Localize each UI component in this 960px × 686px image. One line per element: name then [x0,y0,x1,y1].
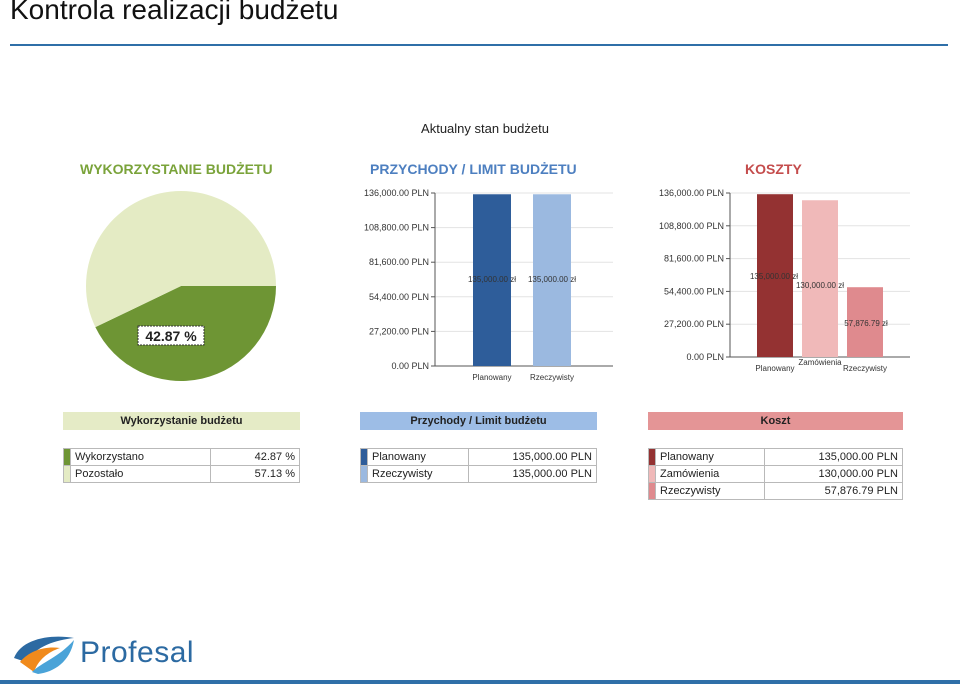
y-tick-label: 27,200.00 PLN [369,326,429,336]
legend-swatch [63,448,71,466]
revenue-chart-title: PRZYCHODY / LIMIT BUDŻETU [370,161,577,177]
pie-label-box [137,325,205,346]
legend-value: 57,876.79 PLN [763,482,904,500]
y-tick-label: 0.00 PLN [391,361,429,371]
y-tick-label: 54,400.00 PLN [664,286,724,296]
y-tick-label: 81,600.00 PLN [664,254,724,264]
revenue-legend-table: Planowany 135,000.00 PLN Rzeczywisty 135… [360,448,598,483]
legend-value: 57.13 % [210,465,300,483]
legend-label: Pozostało [69,465,212,483]
x-category-label: Zamówienia [798,358,842,367]
legend-label: Wykorzystano [69,448,212,466]
legend-row: Planowany 135,000.00 PLN [648,448,904,466]
revenue-bar-chart: 0.00 PLN 27,200.00 PLN 54,400.00 PLN 81,600… [364,188,613,382]
legend-value: 135,000.00 PLN [763,448,904,466]
x-category-label: Rzeczywisty [843,364,887,373]
y-tick-label: 81,600.00 PLN [369,257,429,267]
legend-swatch [360,465,368,483]
bar-planowany [473,194,511,366]
legend-label: Zamówienia [655,465,765,483]
legend-swatch [648,482,656,500]
legend-value: 135,000.00 PLN [467,465,598,483]
legend-value: 135,000.00 PLN [467,448,598,466]
legend-row: Wykorzystano 42.87 % [63,448,300,466]
bar-rzeczywisty [847,287,883,357]
dashboard-title: Aktualny stan budżetu [421,121,549,136]
y-tick-label: 0.00 PLN [686,352,724,362]
y-tick-label: 136,000.00 PLN [659,188,724,198]
profesal-logo-icon [14,636,74,674]
bar-value-label: 57,876.79 zł [844,319,888,328]
legend-label: Rzeczywisty [655,482,765,500]
y-tick-label: 27,200.00 PLN [664,319,724,329]
x-category-label: Planowany [472,373,511,382]
costs-chart-title: KOSZTY [745,161,802,177]
footer-divider [0,680,960,684]
usage-pie-chart: 42.87 % [86,191,276,381]
legend-label: Rzeczywisty [367,465,469,483]
usage-legend-header: Wykorzystanie budżetu [63,412,300,430]
legend-swatch [648,465,656,483]
y-tick-label: 54,400.00 PLN [369,292,429,302]
bar-value-label: 135,000.00 zł [528,275,576,284]
legend-value: 42.87 % [210,448,300,466]
legend-row: Planowany 135,000.00 PLN [360,448,598,466]
bar-value-label: 130,000.00 zł [796,281,844,290]
legend-row: Pozostało 57.13 % [63,465,300,483]
revenue-legend-header: Przychody / Limit budżetu [360,412,597,430]
legend-row: Rzeczywisty 135,000.00 PLN [360,465,598,483]
bar-value-label: 135,000.00 zł [468,275,516,284]
x-category-label: Planowany [755,364,794,373]
bar-value-label: 135,000.00 zł [750,272,798,281]
usage-legend-table: Wykorzystano 42.87 % Pozostało 57.13 % [63,448,300,483]
legend-value: 130,000.00 PLN [763,465,904,483]
costs-legend-table: Planowany 135,000.00 PLN Zamówienia 130,… [648,448,904,500]
slide-title: Kontrola realizacji budżetu [10,0,339,25]
bar-rzeczywisty [533,194,571,366]
pie-slice-remaining [86,191,276,328]
legend-swatch [360,448,368,466]
y-tick-label: 136,000.00 PLN [364,188,429,198]
legend-swatch [648,448,656,466]
legend-swatch [63,465,71,483]
y-tick-label: 108,800.00 PLN [659,221,724,231]
title-divider [10,44,948,46]
costs-bar-chart: 0.00 PLN 27,200.00 PLN 54,400.00 PLN 81,600… [659,188,910,373]
legend-row: Rzeczywisty 57,876.79 PLN [648,482,904,500]
pie-percent-label: 42.87 % [145,328,197,344]
bar-planowany [757,194,793,357]
x-category-label: Rzeczywisty [530,373,574,382]
legend-row: Zamówienia 130,000.00 PLN [648,465,904,483]
legend-label: Planowany [655,448,765,466]
bar-zamówienia [802,200,838,357]
brand-name: Profesal [80,636,195,669]
y-tick-label: 108,800.00 PLN [364,223,429,233]
usage-chart-title: WYKORZYSTANIE BUDŻETU [80,161,273,177]
costs-legend-header: Koszt [648,412,903,430]
legend-label: Planowany [367,448,469,466]
